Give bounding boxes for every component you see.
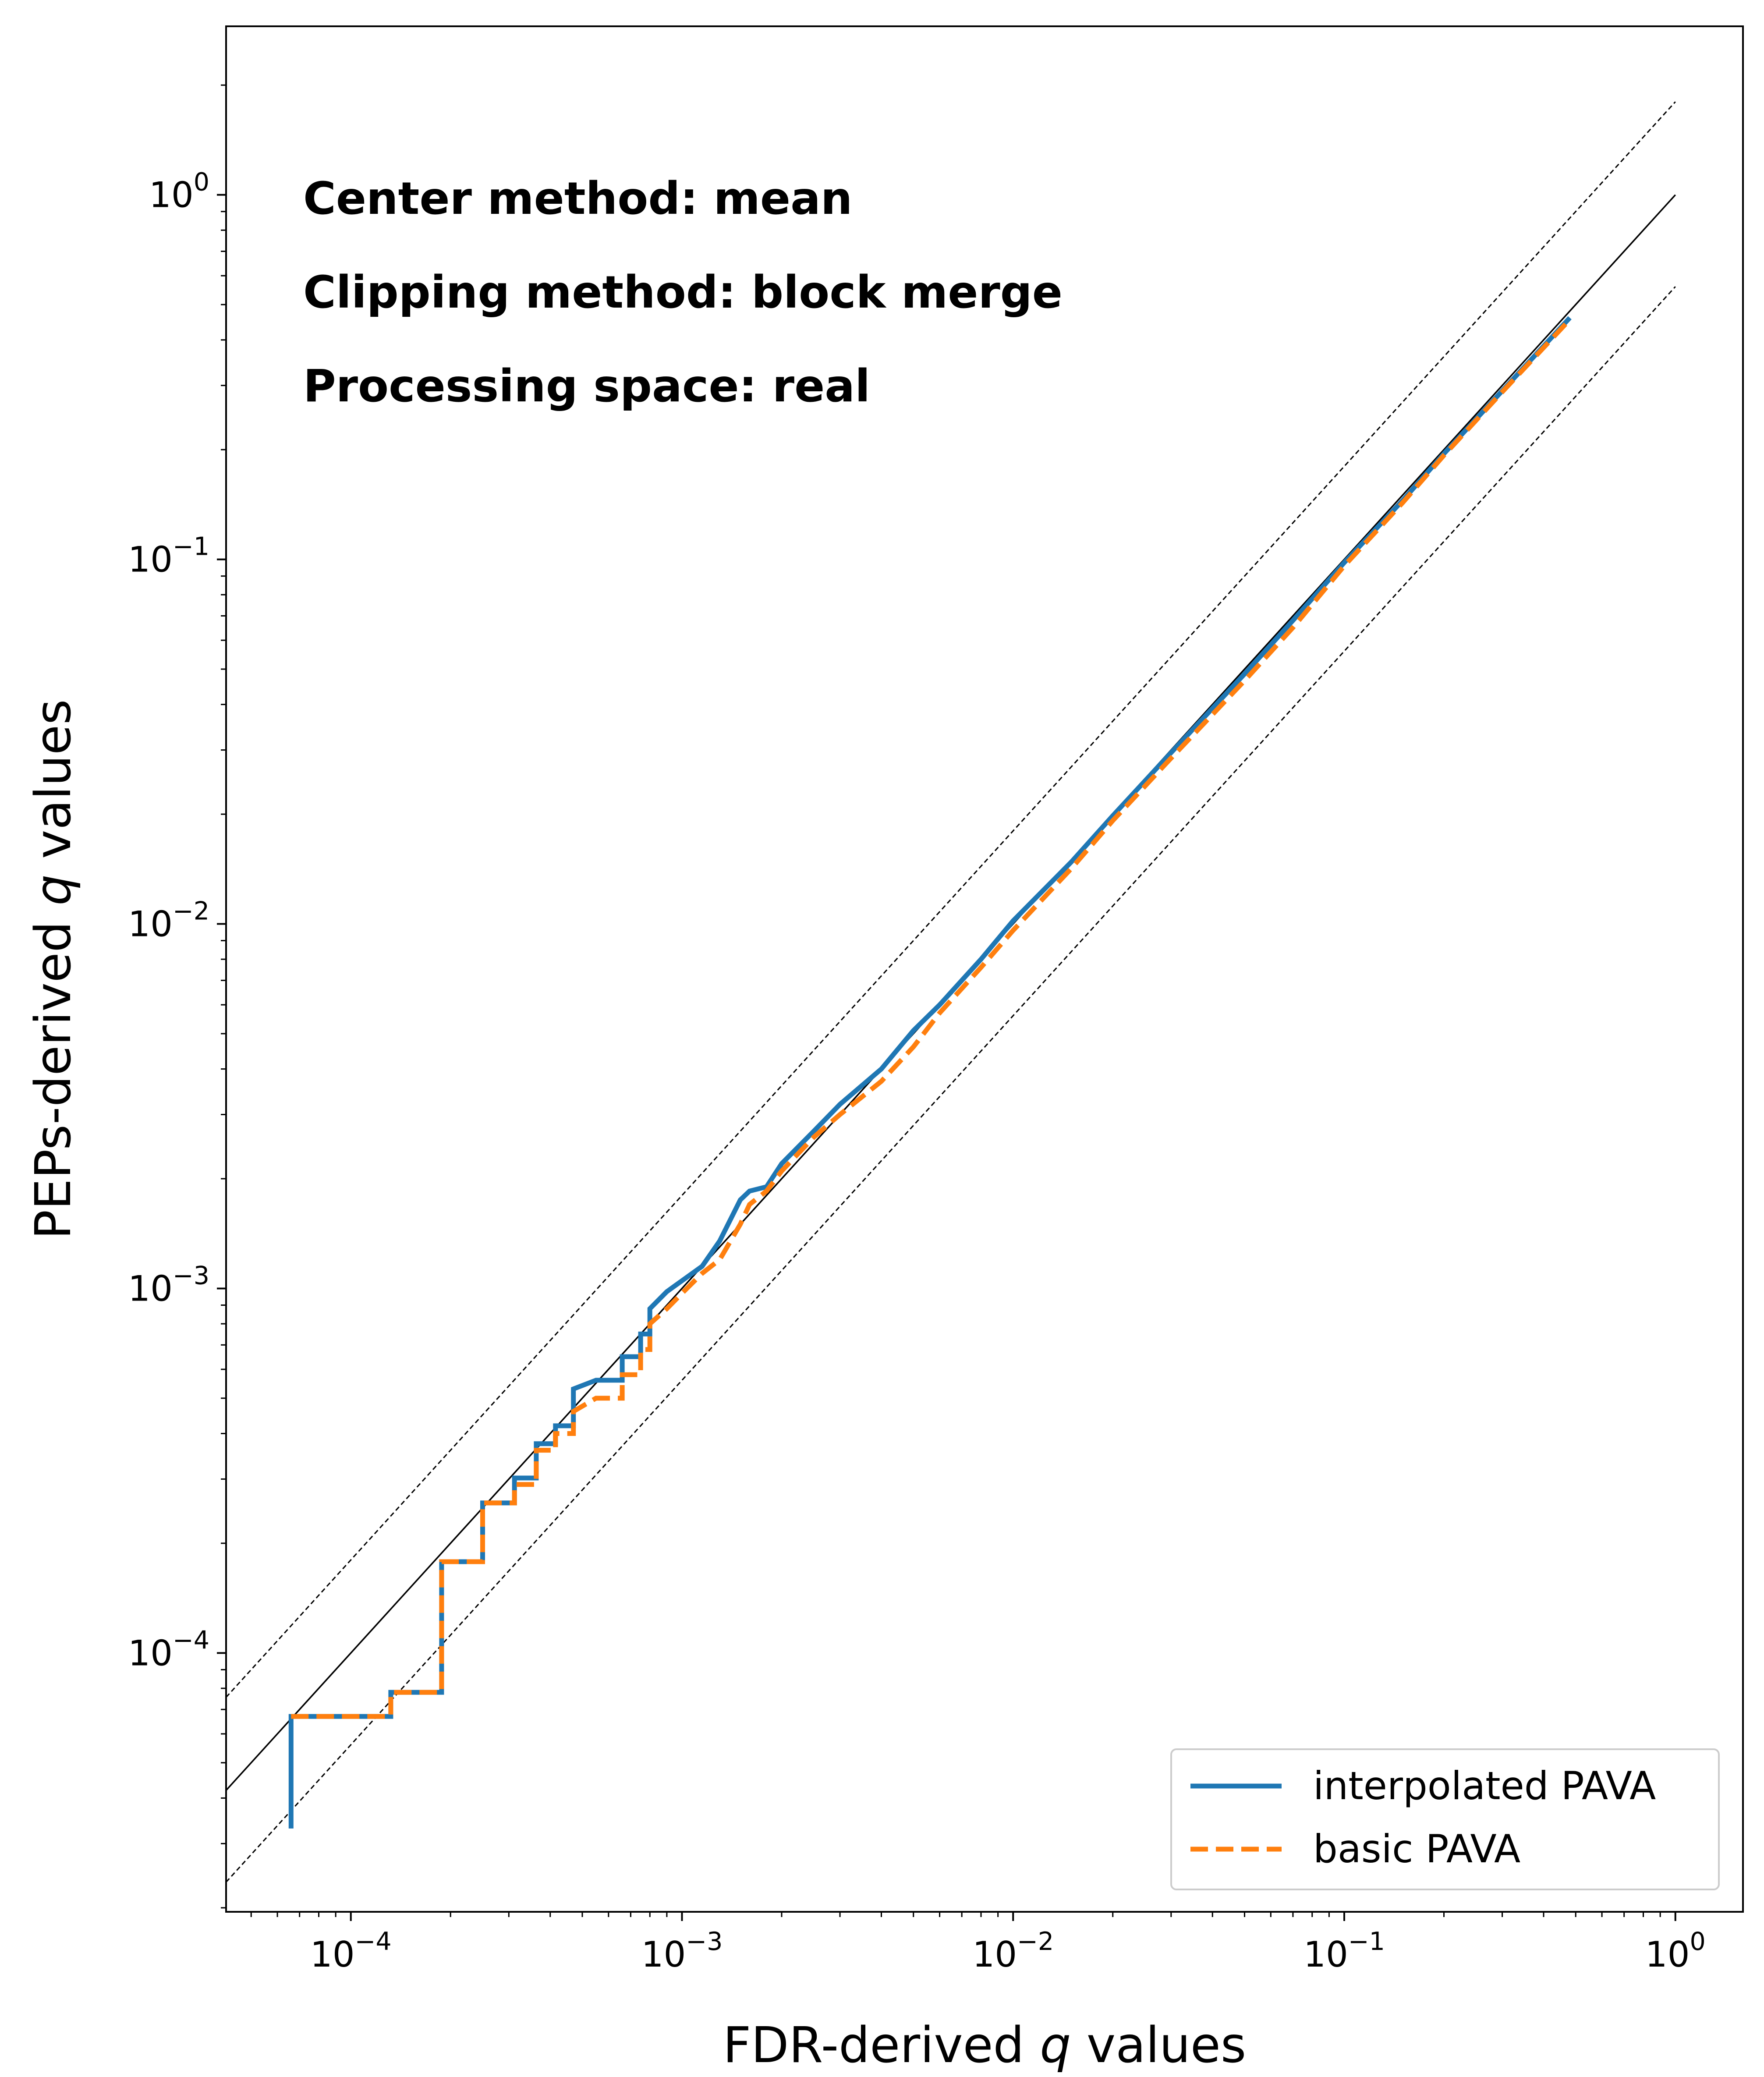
- x-tick-label-base: 10: [1304, 1934, 1348, 1975]
- x-tick-label-base: 10: [1645, 1934, 1690, 1975]
- y-tick-label-exponent: −2: [173, 897, 209, 926]
- x-tick-label-exponent: −4: [355, 1927, 392, 1956]
- annotation-center-method: Center method: mean: [303, 173, 853, 225]
- x-tick-label-base: 10: [310, 1934, 355, 1975]
- x-tick-label-base: 10: [972, 1934, 1017, 1975]
- y-axis-label-prefix: PEPs-derived: [25, 906, 82, 1240]
- y-tick-label: 10−2: [128, 897, 209, 945]
- annotation-clipping-method: Clipping method: block merge: [303, 266, 1063, 319]
- x-tick-label: 10−3: [641, 1927, 723, 1975]
- y-tick-label: 10−4: [128, 1626, 209, 1673]
- series-layer: [288, 316, 1572, 1829]
- y-tick-label-base: 10: [128, 1633, 173, 1673]
- plot-frame: [225, 25, 1744, 1913]
- series-line-interpolated-pava: [288, 316, 1572, 1829]
- x-tick-label-exponent: −3: [686, 1927, 723, 1956]
- x-tick-label-exponent: 0: [1690, 1927, 1706, 1956]
- legend-box: [1170, 1748, 1720, 1890]
- plot-background: [226, 26, 1743, 1912]
- x-axis-label-prefix: FDR-derived: [723, 2017, 1040, 2074]
- x-tick-label-exponent: −2: [1017, 1927, 1054, 1956]
- y-axis-label-suffix: values: [25, 699, 82, 875]
- x-axis-label-variable: q: [1040, 2017, 1071, 2074]
- y-tick-label: 10−1: [128, 532, 209, 580]
- x-tick-label-exponent: −1: [1348, 1927, 1385, 1956]
- y-tick-label-base: 10: [128, 904, 173, 945]
- x-tick-label-base: 10: [641, 1934, 686, 1975]
- series-line-basic-pava: [291, 318, 1572, 1719]
- y-tick-label-exponent: 0: [194, 168, 209, 197]
- x-tick-label: 10−1: [1304, 1927, 1385, 1975]
- y-tick-label: 10−3: [128, 1261, 209, 1309]
- reference-line-lower-bound: [226, 286, 1676, 1883]
- y-tick-label-base: 10: [149, 175, 194, 216]
- x-axis-label: FDR-derived q values: [723, 2017, 1246, 2074]
- annotations: Center method: mean Clipping method: blo…: [303, 173, 1063, 412]
- y-tick-label-base: 10: [128, 539, 173, 580]
- y-axis-label-variable: q: [25, 875, 82, 906]
- y-tick-label: 100: [149, 168, 209, 216]
- legend-label-interpolated-pava: interpolated PAVA: [1313, 1763, 1656, 1808]
- y-tick-label-base: 10: [128, 1268, 173, 1309]
- y-tick-label-exponent: −1: [173, 532, 209, 561]
- legend: interpolated PAVA basic PAVA: [1170, 1748, 1720, 1890]
- y-axis-label: PEPs-derived q values: [25, 699, 82, 1240]
- y-tick-label-exponent: −3: [173, 1261, 209, 1290]
- x-tick-label: 10−2: [972, 1927, 1054, 1975]
- x-tick-label: 10−4: [310, 1927, 392, 1975]
- annotation-processing-space: Processing space: real: [303, 360, 870, 412]
- legend-label-basic-pava: basic PAVA: [1313, 1826, 1520, 1871]
- y-tick-label-exponent: −4: [173, 1626, 209, 1655]
- x-axis-label-suffix: values: [1071, 2017, 1246, 2074]
- reference-line-upper-bound: [226, 101, 1676, 1698]
- x-tick-label: 100: [1645, 1927, 1706, 1975]
